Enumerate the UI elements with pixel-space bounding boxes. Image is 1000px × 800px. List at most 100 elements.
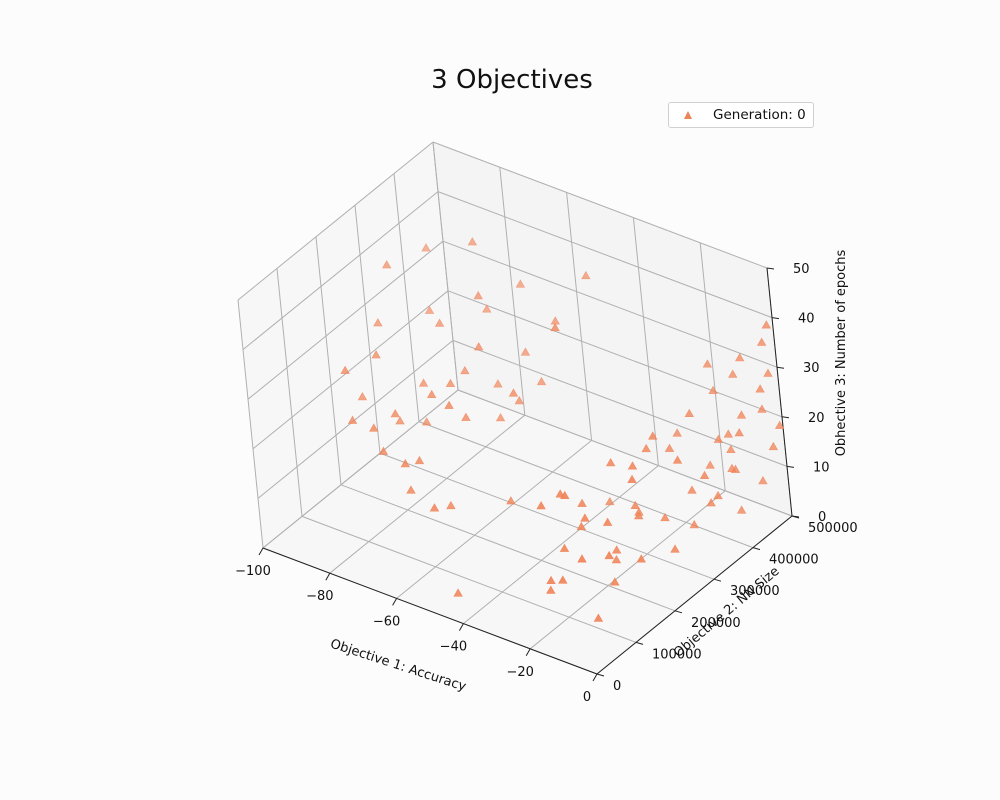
data-point <box>444 400 454 409</box>
x-grid-floor <box>529 490 726 650</box>
data-point <box>414 455 425 465</box>
y-grid-floor <box>340 484 676 612</box>
data-point <box>546 585 556 594</box>
data-point <box>559 543 570 552</box>
y-axis-line <box>596 515 793 675</box>
data-point <box>371 350 381 359</box>
data-point <box>395 416 405 425</box>
data-point <box>757 404 767 413</box>
y-tick-mark <box>635 641 644 645</box>
legend-label: Generation: 0 <box>713 107 806 123</box>
data-point <box>580 513 590 522</box>
data-point <box>560 490 570 499</box>
data-point <box>421 417 432 426</box>
data-point <box>602 517 613 526</box>
data-point <box>340 365 350 374</box>
y-tick-mark <box>674 610 683 614</box>
data-point <box>424 305 435 314</box>
x-tick-mark <box>525 648 531 657</box>
data-point <box>520 347 531 356</box>
data-point <box>473 290 483 300</box>
data-point <box>756 337 767 346</box>
data-points <box>340 237 785 622</box>
data-point <box>611 545 622 554</box>
x-tick-label: 0 <box>583 690 591 705</box>
data-point <box>736 410 747 419</box>
data-point <box>426 389 437 398</box>
y-tick-label: 100000 <box>652 647 702 662</box>
y-tick-label: 500000 <box>808 521 858 536</box>
data-point <box>758 475 768 485</box>
z-grid-left <box>237 141 434 301</box>
y-tick-label: 200000 <box>691 616 741 631</box>
z-grid-back <box>437 191 773 319</box>
y-grid-left <box>354 205 381 454</box>
data-point <box>515 279 526 288</box>
data-point <box>768 441 779 451</box>
data-point <box>723 429 734 438</box>
z-tick-label: 10 <box>813 460 830 475</box>
data-point <box>763 368 773 377</box>
data-point <box>627 461 638 470</box>
data-point <box>536 376 547 386</box>
axes-panes <box>238 142 792 674</box>
data-point <box>576 521 587 531</box>
y-grid-left <box>237 299 264 549</box>
data-point <box>604 550 614 560</box>
data-point <box>630 500 640 510</box>
data-point <box>672 455 683 464</box>
z-tick-mark <box>766 267 775 270</box>
y-grid-floor <box>301 515 637 643</box>
left-wall-pane <box>238 142 458 548</box>
x-grid-back <box>499 167 526 416</box>
z-axis-label: Obhective 3: Number of epochs <box>834 249 849 456</box>
data-point <box>664 443 675 452</box>
data-point <box>706 498 716 507</box>
data-point <box>728 369 738 378</box>
data-point <box>687 485 697 494</box>
data-point <box>558 575 568 584</box>
y-grid-floor <box>379 452 715 580</box>
x-tick-label: −80 <box>306 589 333 604</box>
data-point <box>672 428 682 437</box>
data-point <box>610 577 620 586</box>
data-point <box>605 496 615 506</box>
data-point <box>708 385 718 394</box>
data-point <box>461 412 471 421</box>
data-point <box>734 427 744 437</box>
data-point <box>684 408 694 417</box>
z-grid-left <box>242 191 439 350</box>
back-wall-pane <box>433 142 792 516</box>
x-grid-back <box>699 242 726 491</box>
z-axis-line <box>766 267 793 517</box>
data-point <box>577 498 587 507</box>
data-point <box>755 384 765 393</box>
data-point <box>648 431 658 440</box>
floor-pane <box>263 390 792 674</box>
data-point <box>636 554 646 563</box>
data-point <box>369 423 379 432</box>
x-grid-back <box>632 217 659 466</box>
x-tick-label: −40 <box>440 640 467 655</box>
z-grid-back <box>432 141 768 269</box>
data-point <box>506 496 516 505</box>
data-point <box>550 322 560 332</box>
x-tick-label: −100 <box>235 564 271 579</box>
data-point <box>634 511 644 520</box>
data-point <box>508 388 519 397</box>
x-tick-mark <box>392 598 398 606</box>
data-point <box>378 446 389 455</box>
data-point <box>429 503 440 512</box>
x-tick-label: −60 <box>373 614 400 629</box>
z-tick-mark <box>786 465 795 468</box>
y-tick-label: 0 <box>613 679 621 694</box>
data-point <box>514 395 525 405</box>
y-tick-label: 400000 <box>769 553 819 568</box>
y-grid-left <box>393 173 420 422</box>
data-point <box>390 408 400 418</box>
z-tick-label: 20 <box>808 411 825 426</box>
data-point <box>736 505 747 514</box>
data-point <box>434 318 445 327</box>
x-grid-floor <box>396 440 592 599</box>
data-point <box>382 260 392 269</box>
